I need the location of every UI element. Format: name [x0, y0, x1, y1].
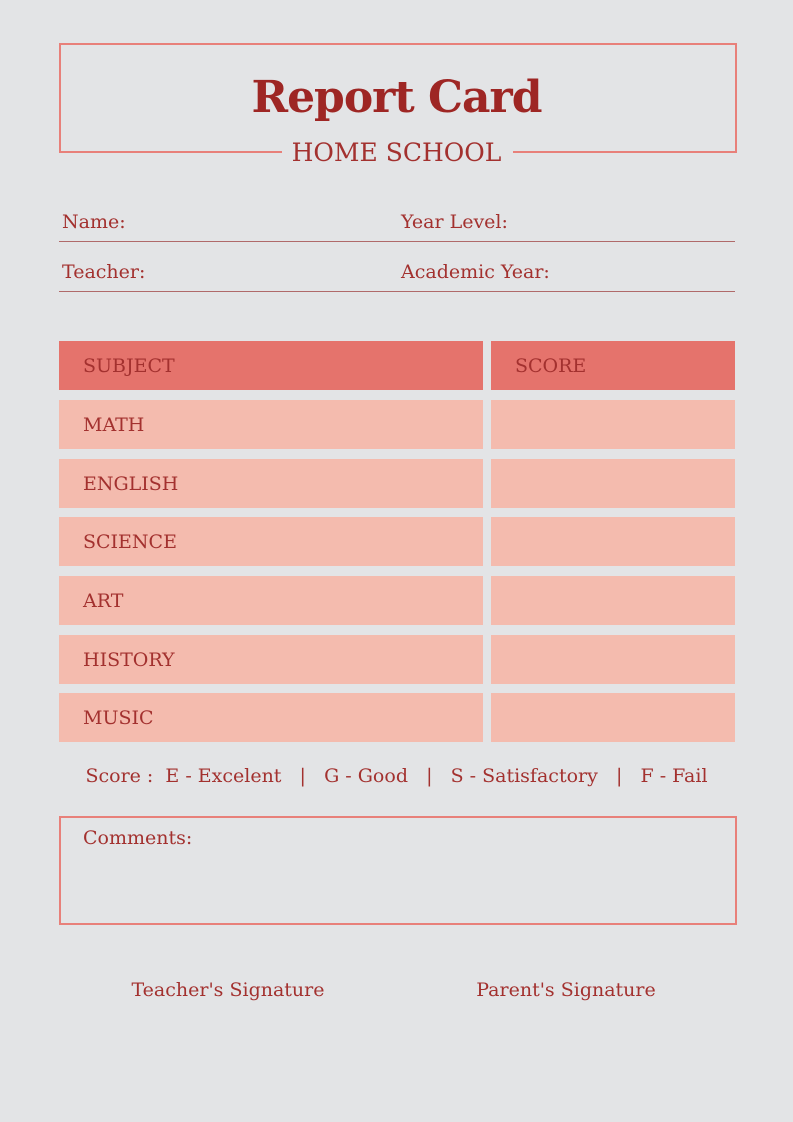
header-subject-text: SUBJECT — [83, 355, 175, 377]
header-subject: SUBJECT — [59, 341, 483, 390]
name-line[interactable] — [59, 241, 735, 242]
subject-name: ENGLISH — [83, 473, 179, 495]
score-cell[interactable] — [491, 635, 735, 684]
page-subtitle: HOME SCHOOL — [291, 138, 502, 167]
score-cell[interactable] — [491, 400, 735, 449]
subject-name: MUSIC — [83, 707, 154, 729]
teacher-label: Teacher: — [62, 261, 146, 283]
name-label: Name: — [62, 211, 126, 233]
table-row-subject: ENGLISH — [59, 459, 483, 508]
academic-year-label: Academic Year: — [401, 261, 550, 283]
parent-signature-label: Parent's Signature — [476, 979, 656, 1001]
score-cell[interactable] — [491, 459, 735, 508]
teacher-line[interactable] — [59, 291, 735, 292]
table-row-subject: HISTORY — [59, 635, 483, 684]
header-score: SCORE — [491, 341, 735, 390]
table-row-subject: SCIENCE — [59, 517, 483, 566]
subject-name: ART — [83, 590, 124, 612]
page-title: Report Card — [251, 72, 543, 123]
subject-name: MATH — [83, 414, 145, 436]
table-row-subject: ART — [59, 576, 483, 625]
score-cell[interactable] — [491, 517, 735, 566]
header-score-text: SCORE — [515, 355, 587, 377]
subject-name: SCIENCE — [83, 531, 177, 553]
subject-name: HISTORY — [83, 649, 175, 671]
table-row-subject: MUSIC — [59, 693, 483, 742]
teacher-signature-label: Teacher's Signature — [131, 979, 325, 1001]
frame-gap — [282, 140, 513, 160]
comments-box[interactable]: Comments: — [59, 816, 737, 925]
year-level-label: Year Level: — [401, 211, 508, 233]
table-row-subject: MATH — [59, 400, 483, 449]
score-legend: Score : E - Excelent | G - Good | S - Sa… — [85, 765, 708, 787]
score-cell[interactable] — [491, 693, 735, 742]
score-cell[interactable] — [491, 576, 735, 625]
comments-label: Comments: — [83, 827, 193, 849]
